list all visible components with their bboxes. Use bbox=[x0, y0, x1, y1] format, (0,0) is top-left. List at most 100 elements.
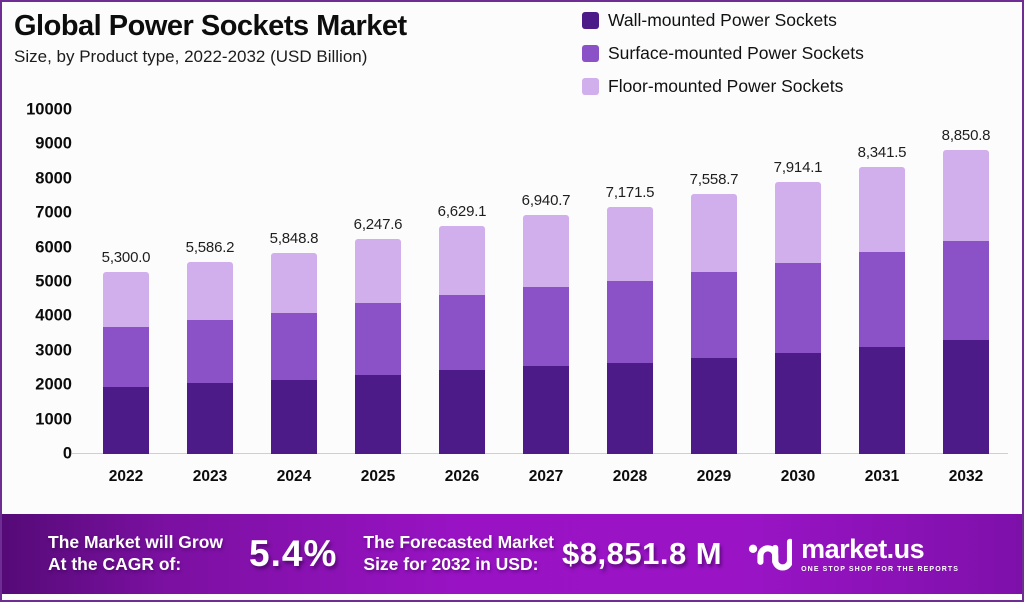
bar-segment-wall-mounted bbox=[271, 380, 317, 454]
bar-segment-floor-mounted bbox=[775, 181, 821, 264]
market-us-logo: market.us ONE STOP SHOP FOR THE REPORTS bbox=[748, 534, 959, 574]
bar-total-label: 8,341.5 bbox=[857, 144, 907, 162]
y-axis-tick-label: 8000 bbox=[35, 169, 72, 188]
market-us-logo-icon bbox=[748, 538, 793, 571]
bar-segment-floor-mounted bbox=[691, 194, 737, 273]
legend-label: Floor-mounted Power Sockets bbox=[608, 76, 844, 96]
bar-segment-floor-mounted bbox=[607, 207, 653, 282]
bar-segment-wall-mounted bbox=[355, 374, 401, 454]
x-axis-tick-label: 2026 bbox=[444, 468, 480, 485]
cagr-label-line2: At the CAGR of: bbox=[48, 554, 182, 574]
bar-segment-surface-mounted bbox=[775, 263, 821, 353]
bar-column-2022: 5,300.0 2022 bbox=[84, 110, 168, 485]
x-axis-tick-label: 2024 bbox=[276, 468, 312, 485]
cagr-label-line1: The Market will Grow bbox=[48, 532, 224, 553]
bar-segment-wall-mounted bbox=[691, 357, 737, 454]
brand-tagline: ONE STOP SHOP FOR THE REPORTS bbox=[801, 565, 960, 573]
bar-column-2027: 6,940.7 2027 bbox=[504, 110, 588, 485]
bar-segment-surface-mounted bbox=[187, 319, 233, 384]
bar-column-2030: 7,914.1 2030 bbox=[756, 110, 840, 485]
y-axis-tick-label: 10000 bbox=[26, 100, 72, 119]
bar-column-2029: 7,558.7 2029 bbox=[672, 110, 756, 485]
bar-column-2023: 5,586.2 2023 bbox=[168, 110, 252, 485]
bar-segment-surface-mounted bbox=[859, 252, 905, 348]
bar-segment-floor-mounted bbox=[859, 167, 905, 253]
y-axis-tick-label: 5000 bbox=[35, 272, 72, 291]
legend-label: Surface-mounted Power Sockets bbox=[608, 43, 864, 63]
page-title: Global Power Sockets Market bbox=[14, 10, 407, 42]
chart-legend: Wall-mounted Power Sockets Surface-mounte… bbox=[582, 10, 864, 97]
forecast-label-line1: The Forecasted Market bbox=[363, 532, 555, 553]
legend-item: Wall-mounted Power Sockets bbox=[582, 10, 864, 31]
legend-label: Wall-mounted Power Sockets bbox=[608, 10, 837, 30]
x-axis-tick-label: 2027 bbox=[528, 468, 564, 485]
bar-segment-surface-mounted bbox=[607, 281, 653, 363]
forecast-value: $8,851.8 M bbox=[562, 536, 723, 571]
bar-column-2028: 7,171.5 2028 bbox=[588, 110, 672, 485]
x-axis-tick-label: 2030 bbox=[780, 468, 816, 485]
x-axis-tick-label: 2023 bbox=[192, 468, 228, 485]
bar-segment-surface-mounted bbox=[691, 272, 737, 358]
legend-swatch bbox=[582, 78, 599, 95]
bar-total-label: 7,914.1 bbox=[773, 158, 823, 176]
bar-segment-surface-mounted bbox=[523, 287, 569, 366]
bar-segment-wall-mounted bbox=[775, 352, 821, 454]
bar-column-2032: 8,850.8 2032 bbox=[924, 110, 1008, 485]
bar-column-2024: 5,848.8 2024 bbox=[252, 110, 336, 485]
y-axis-tick-label: 9000 bbox=[35, 134, 72, 153]
x-axis-tick-label: 2025 bbox=[360, 468, 396, 485]
y-axis-tick-label: 2000 bbox=[35, 375, 72, 394]
legend-item: Floor-mounted Power Sockets bbox=[582, 76, 864, 97]
bar-total-label: 5,586.2 bbox=[185, 238, 235, 256]
cagr-value: 5.4% bbox=[249, 533, 338, 574]
bar-total-label: 5,848.8 bbox=[269, 229, 319, 247]
y-axis-tick-label: 6000 bbox=[35, 238, 72, 257]
legend-swatch bbox=[582, 45, 599, 62]
y-axis: 10000 9000 8000 7000 6000 5000 4000 3000 2000 100… bbox=[8, 100, 72, 463]
y-axis-tick-label: 4000 bbox=[35, 306, 72, 325]
x-axis-tick-label: 2029 bbox=[696, 468, 732, 485]
bar-segment-floor-mounted bbox=[355, 239, 401, 303]
legend-item: Surface-mounted Power Sockets bbox=[582, 43, 864, 64]
bar-column-2026: 6,629.1 2026 bbox=[420, 110, 504, 485]
bar-total-label: 6,940.7 bbox=[521, 192, 571, 210]
y-axis-tick-label: 1000 bbox=[35, 410, 72, 429]
x-axis-tick-label: 2022 bbox=[108, 468, 144, 485]
x-axis-tick-label: 2031 bbox=[864, 468, 900, 485]
bar-segment-wall-mounted bbox=[103, 386, 149, 454]
bar-segment-surface-mounted bbox=[439, 294, 485, 370]
x-axis-tick-label: 2032 bbox=[948, 468, 984, 485]
bar-total-label: 5,300.0 bbox=[101, 248, 151, 266]
bar-segment-floor-mounted bbox=[943, 149, 989, 242]
chart-area: 10000 9000 8000 7000 6000 5000 4000 3000 2000 100… bbox=[8, 100, 1018, 497]
brand-name: market.us bbox=[801, 533, 925, 564]
bar-total-label: 8,850.8 bbox=[941, 126, 991, 144]
bar-segment-floor-mounted bbox=[271, 252, 317, 313]
page-subtitle: Size, by Product type, 2022-2032 (USD Bi… bbox=[14, 47, 368, 67]
legend-swatch bbox=[582, 12, 599, 29]
bar-segment-wall-mounted bbox=[523, 365, 569, 454]
x-axis-tick-label: 2028 bbox=[612, 468, 648, 485]
bar-segment-wall-mounted bbox=[859, 347, 905, 454]
bar-segment-floor-mounted bbox=[439, 225, 485, 295]
forecast-label-line2: Size for 2032 in USD: bbox=[363, 554, 539, 574]
bar-segment-surface-mounted bbox=[943, 241, 989, 341]
bar-segment-wall-mounted bbox=[607, 362, 653, 454]
bar-column-2025: 6,247.6 2025 bbox=[336, 110, 420, 485]
cagr-label: The Market will Grow At the CAGR of: bbox=[48, 532, 223, 576]
bar-segment-surface-mounted bbox=[103, 326, 149, 387]
bar-total-label: 7,558.7 bbox=[689, 171, 739, 189]
bar-segment-floor-mounted bbox=[187, 261, 233, 320]
y-axis-tick-label: 0 bbox=[62, 444, 72, 463]
y-axis-tick-label: 7000 bbox=[35, 203, 72, 222]
bar-total-label: 7,171.5 bbox=[605, 184, 655, 202]
footer-banner: The Market will Grow At the CAGR of: 5.4… bbox=[2, 514, 1022, 594]
bar-segment-floor-mounted bbox=[103, 271, 149, 327]
brand-text: market.us ONE STOP SHOP FOR THE REPORTS bbox=[801, 533, 960, 573]
bar-column-2031: 8,341.5 2031 bbox=[840, 110, 924, 485]
bar-segment-wall-mounted bbox=[439, 369, 485, 454]
bar-segment-surface-mounted bbox=[355, 303, 401, 375]
bar-segment-wall-mounted bbox=[187, 383, 233, 454]
plot-area: 5,300.0 2022 5,586.2 2023 5,848.8 2024 6,247.6… bbox=[72, 110, 1008, 485]
